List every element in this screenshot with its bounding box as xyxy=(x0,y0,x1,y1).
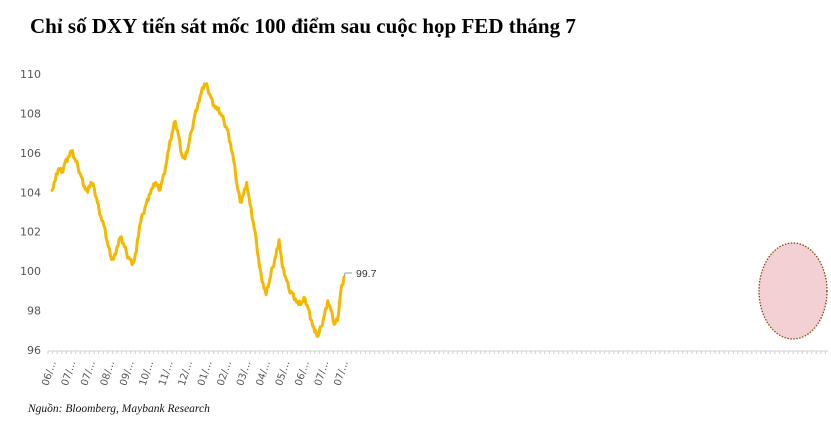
y-tick-label: 106 xyxy=(20,147,41,160)
y-tick-label: 100 xyxy=(20,265,41,278)
x-tick-label: 02/... xyxy=(216,360,234,388)
data-label-leader xyxy=(343,272,352,278)
x-tick-label: 01/... xyxy=(196,360,214,388)
x-tick-label: 08/... xyxy=(99,360,117,388)
x-tick-label: 07/... xyxy=(79,360,97,388)
x-tick-label: 07/... xyxy=(60,360,78,388)
x-tick-label: 10/... xyxy=(138,360,156,388)
x-tick-label: 06/... xyxy=(294,360,312,388)
x-tick-label: 03/... xyxy=(235,360,253,388)
y-tick-label: 110 xyxy=(20,68,41,81)
x-tick-label: 11/... xyxy=(157,360,175,388)
y-tick-label: 102 xyxy=(20,226,41,239)
x-tick-label: 09/... xyxy=(118,360,136,388)
series-layer xyxy=(50,82,346,338)
x-tick-label: 04/... xyxy=(255,360,273,388)
source-note: Nguồn: Bloomberg, Maybank Research xyxy=(28,403,210,415)
y-axis: 96 98 100 102 104 106 108 110 xyxy=(20,68,41,357)
y-tick-label: 104 xyxy=(20,186,41,199)
dxy-series-line xyxy=(50,82,346,338)
x-tick-label: 06/... xyxy=(40,360,58,388)
x-tick-label: 07/... xyxy=(332,360,350,388)
y-tick-label: 96 xyxy=(27,344,41,357)
highlight-ellipse xyxy=(758,242,828,340)
x-tick-label: 07/... xyxy=(313,360,331,388)
y-tick-label: 108 xyxy=(20,107,41,120)
x-tick-label: 05/... xyxy=(274,360,292,388)
end-value-label: 99.7 xyxy=(356,268,377,280)
y-tick-label: 98 xyxy=(27,305,41,318)
chart-title: Chỉ số DXY tiến sát mốc 100 điểm sau cuộ… xyxy=(30,14,576,38)
x-axis: 06/... 07/... 07/... 08/... 09/... 10/... 11/.… xyxy=(40,350,828,388)
annotation-layer: 99.7 xyxy=(343,268,377,280)
x-tick-label: 12/... xyxy=(177,360,195,388)
